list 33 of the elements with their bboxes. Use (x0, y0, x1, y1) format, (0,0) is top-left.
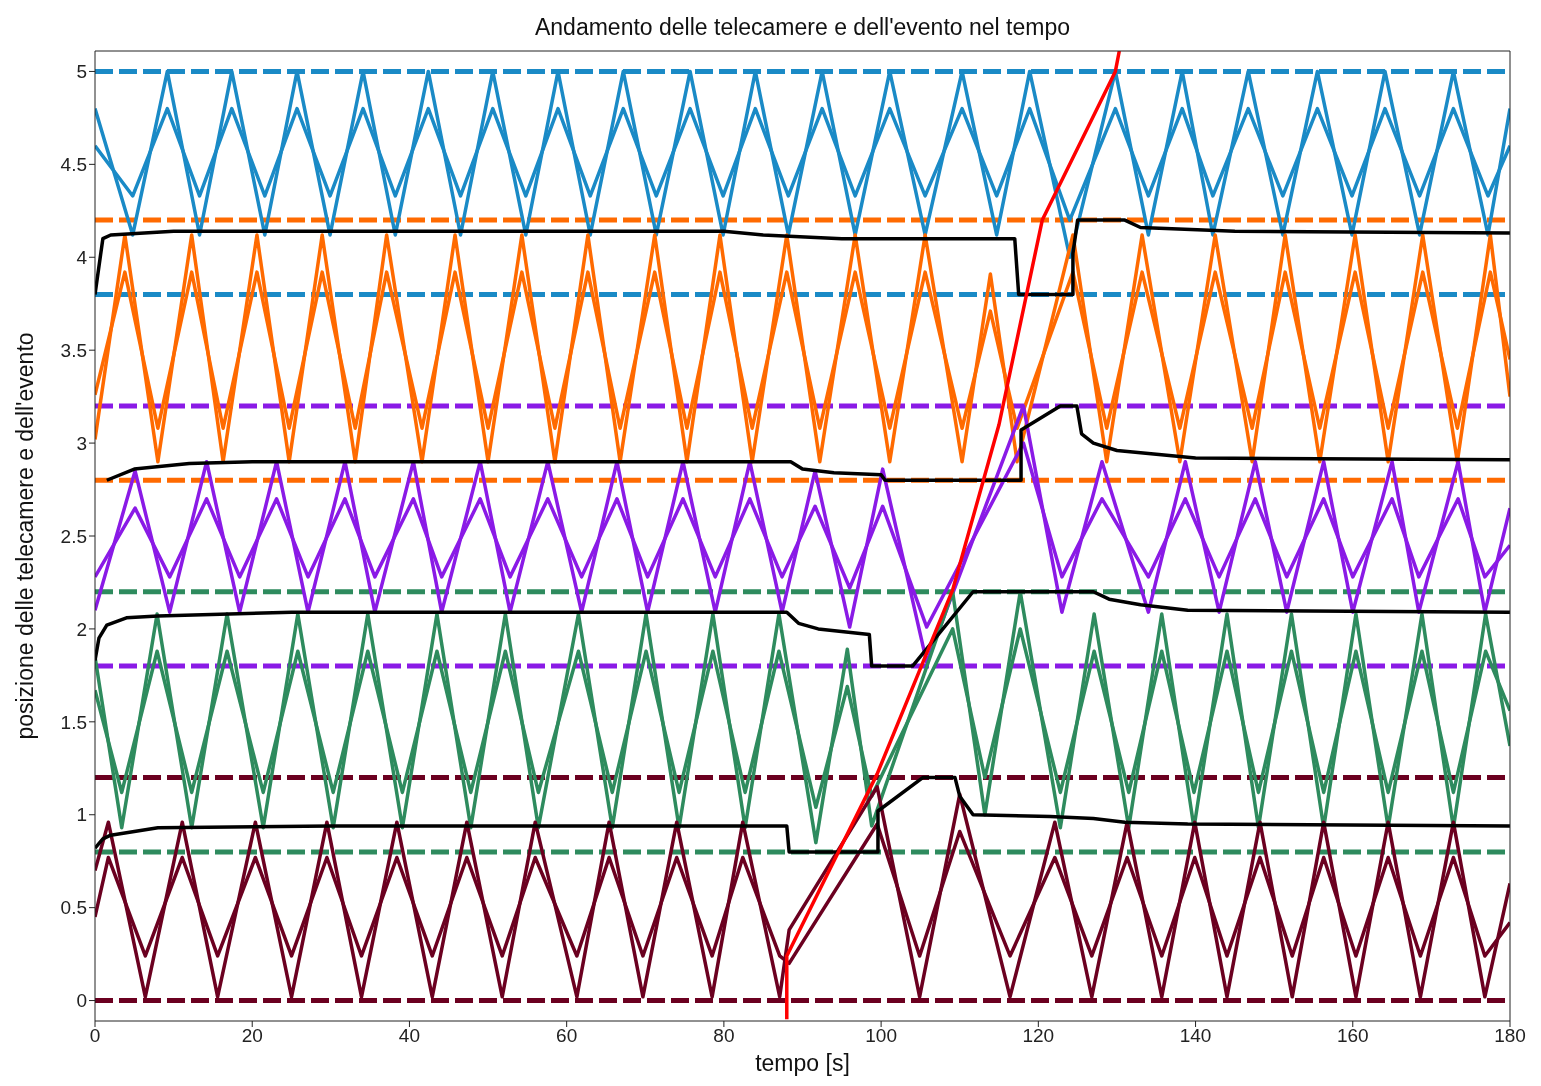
line-series (95, 218, 1510, 297)
y-tick-label: 3 (76, 432, 87, 454)
y-tick-label: 1.5 (60, 711, 87, 733)
y-tick-label: 3.5 (60, 339, 87, 361)
x-tick-label: 40 (398, 1025, 421, 1047)
line-series (105, 404, 1510, 482)
x-tick-label: 60 (556, 1025, 578, 1047)
line-series (95, 785, 1510, 999)
line-series (95, 590, 1510, 668)
y-tick-label: 1 (76, 804, 87, 826)
x-axis-title: tempo [s] (755, 1050, 850, 1076)
y-tick-label: 2 (76, 618, 87, 640)
y-tick-label: 4 (76, 247, 88, 269)
y-tick-label: 0.5 (60, 897, 87, 919)
x-tick-label: 100 (865, 1025, 897, 1047)
x-tick-label: 120 (1022, 1025, 1055, 1047)
line-series (95, 69, 1510, 260)
x-tick-label: 20 (241, 1025, 263, 1047)
chart-title: Andamento delle telecamere e dell'evento nel tempo (534, 14, 1071, 41)
line-series (785, 51, 1122, 1021)
line-series (95, 404, 1510, 665)
line-series (95, 775, 1510, 854)
line-series (95, 590, 1510, 845)
y-tick-label: 0 (76, 990, 87, 1012)
y-axis-title: posizione delle telecamere e dell'evento (12, 332, 39, 740)
y-tick-label: 4.5 (60, 154, 87, 176)
line-series (95, 233, 1510, 464)
x-tick-label: 180 (1494, 1025, 1526, 1047)
y-tick-label: 5 (76, 61, 87, 83)
x-tick-label: 140 (1179, 1025, 1212, 1047)
x-tick-label: 160 (1336, 1025, 1369, 1047)
x-tick-label: 80 (713, 1025, 735, 1047)
y-tick-label: 2.5 (60, 525, 87, 547)
